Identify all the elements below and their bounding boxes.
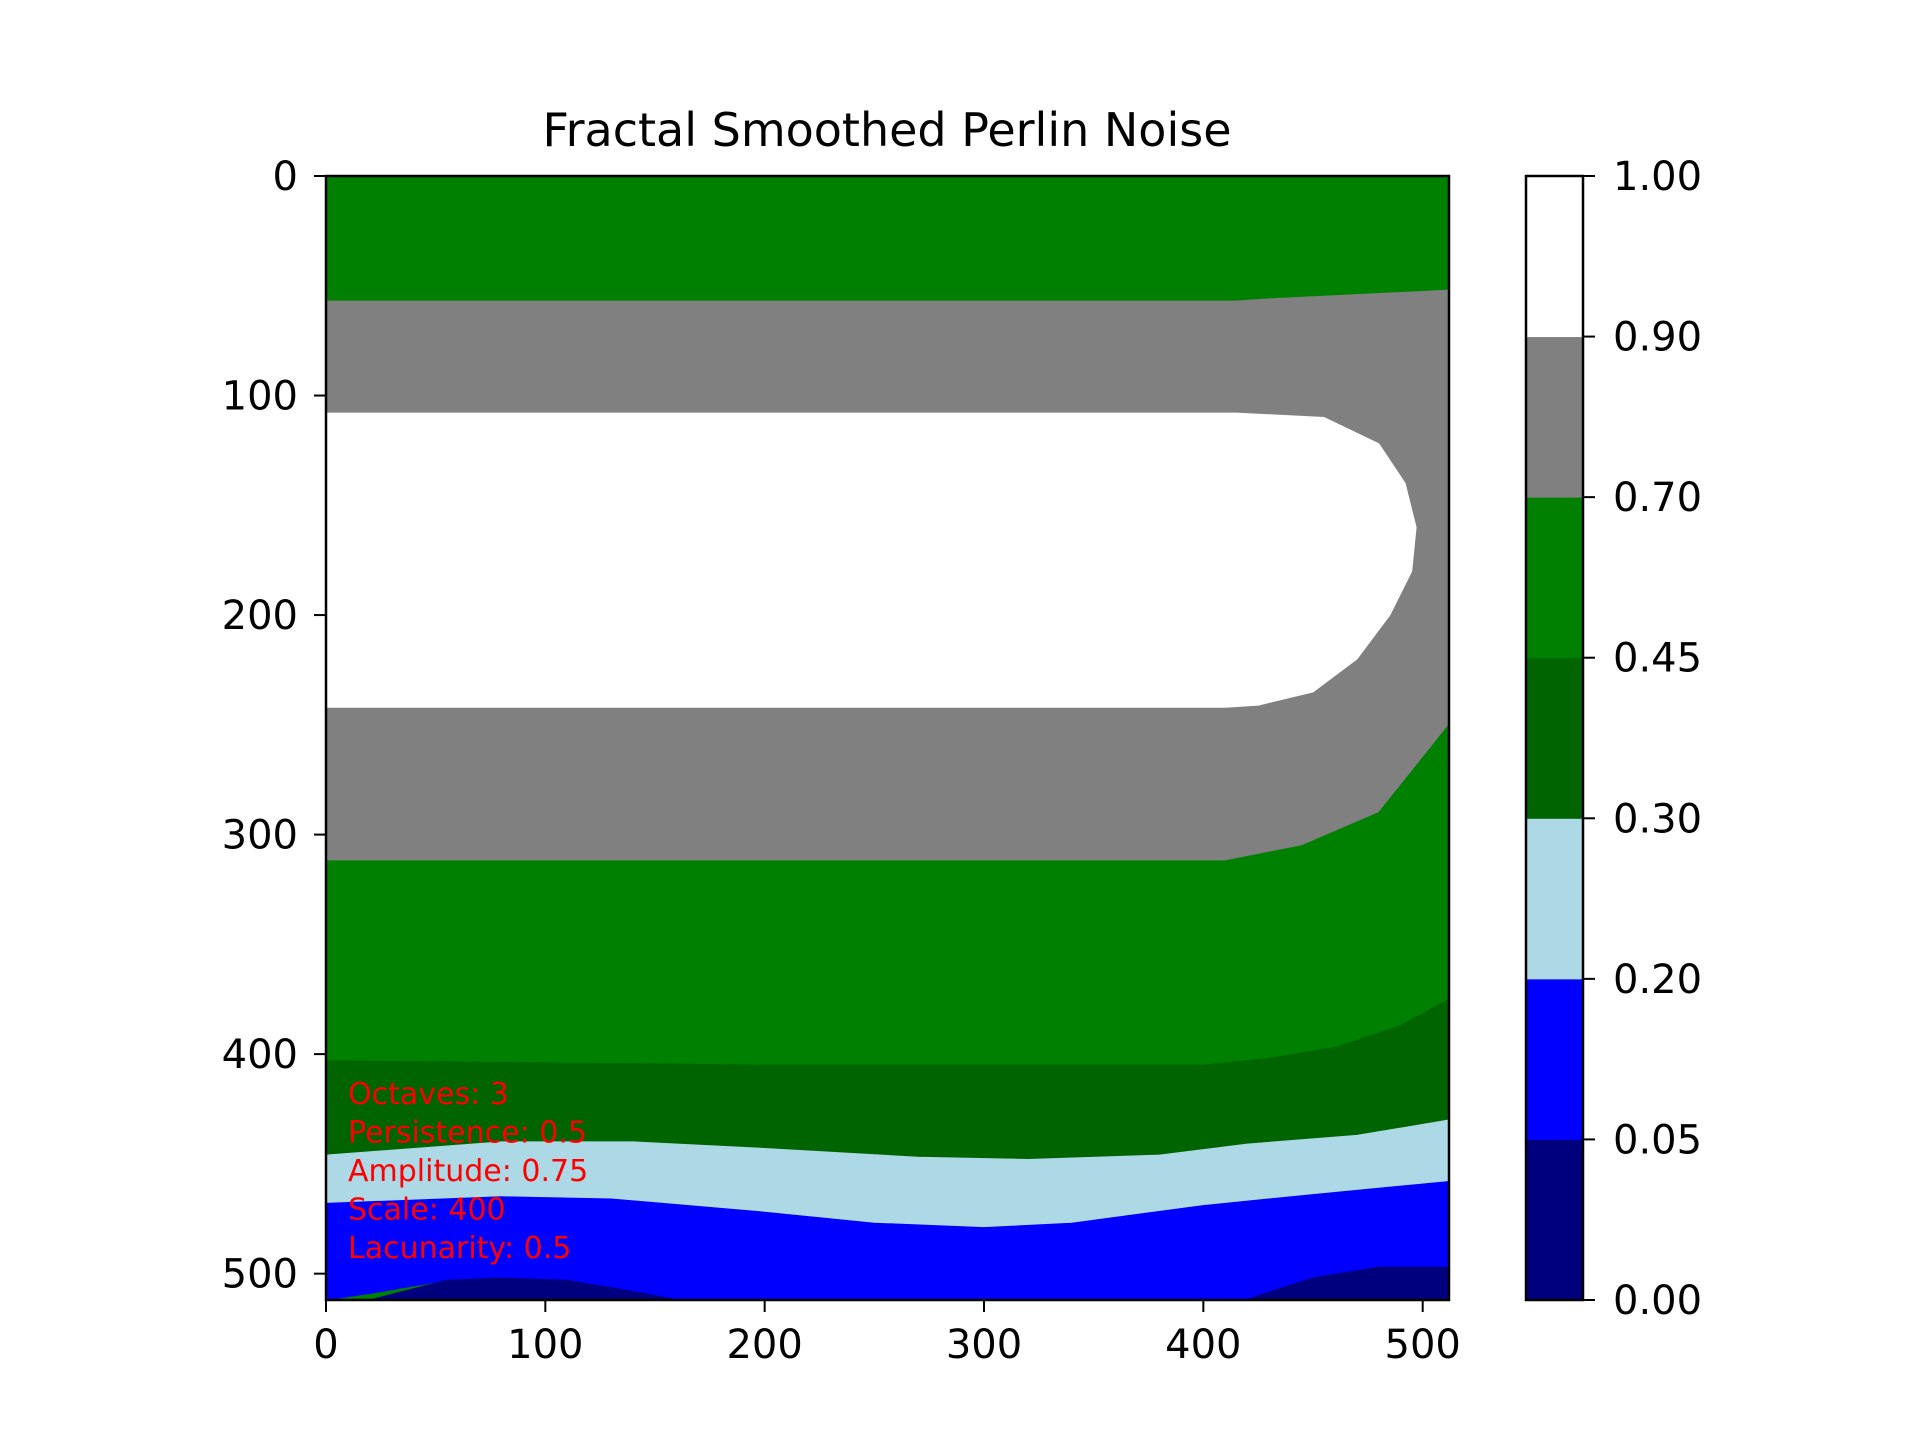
colorbar-frame [1524, 174, 1585, 1302]
x-tick-label: 400 [1165, 1322, 1241, 1368]
colorbar-tick-label: 0.45 [1613, 636, 1702, 682]
annotation-line: Amplitude: 0.75 [348, 1154, 588, 1189]
colorbar-segment [1526, 176, 1583, 338]
plot-frame [324, 174, 1451, 1302]
x-tick-label: 200 [726, 1322, 802, 1368]
colorbar-tick-label: 0.30 [1613, 796, 1702, 842]
x-tick-label: 300 [946, 1322, 1022, 1368]
annotation-line: Octaves: 3 [348, 1077, 509, 1112]
colorbar-tick-label: 0.00 [1613, 1278, 1702, 1324]
x-axis: 0 100 200 300 400 500 [313, 1300, 1461, 1368]
colorbar-segment [1526, 818, 1583, 980]
colorbar-tick-label: 0.05 [1613, 1117, 1702, 1163]
contour-region-0 [325, 175, 1450, 302]
x-tick-label: 100 [507, 1322, 583, 1368]
colorbar-segment [1526, 336, 1583, 498]
plot-area [325, 175, 1450, 1301]
y-tick-label: 0 [273, 154, 298, 200]
y-tick-label: 300 [222, 813, 298, 859]
colorbar-tick-label: 0.90 [1613, 315, 1702, 361]
y-tick-label: 100 [222, 374, 298, 420]
y-tick-label: 500 [222, 1252, 298, 1298]
annotation-line: Scale: 400 [348, 1193, 506, 1228]
x-tick-label: 500 [1385, 1322, 1461, 1368]
colorbar-tick-label: 0.20 [1613, 957, 1702, 1003]
chart-title: Fractal Smoothed Perlin Noise [543, 103, 1232, 157]
y-tick-label: 200 [222, 593, 298, 639]
colorbar-segment [1526, 657, 1583, 819]
colorbar-segment [1526, 978, 1583, 1140]
colorbar-segment [1526, 497, 1583, 659]
x-tick-label: 0 [313, 1322, 338, 1368]
y-axis: 0 100 200 300 400 500 [222, 154, 326, 1298]
colorbar-tick-label: 0.70 [1613, 475, 1702, 521]
colorbar-segment [1526, 1139, 1583, 1301]
y-tick-label: 400 [222, 1032, 298, 1078]
colorbar: 0.00 0.05 0.20 0.30 0.45 0.70 0.90 1.00 [1524, 154, 1702, 1324]
colorbar-tick-label: 1.00 [1613, 154, 1702, 200]
annotation-line: Lacunarity: 0.5 [348, 1231, 571, 1266]
annotation-line: Persistence: 0.5 [348, 1116, 587, 1151]
contour-region-2 [325, 412, 1417, 708]
